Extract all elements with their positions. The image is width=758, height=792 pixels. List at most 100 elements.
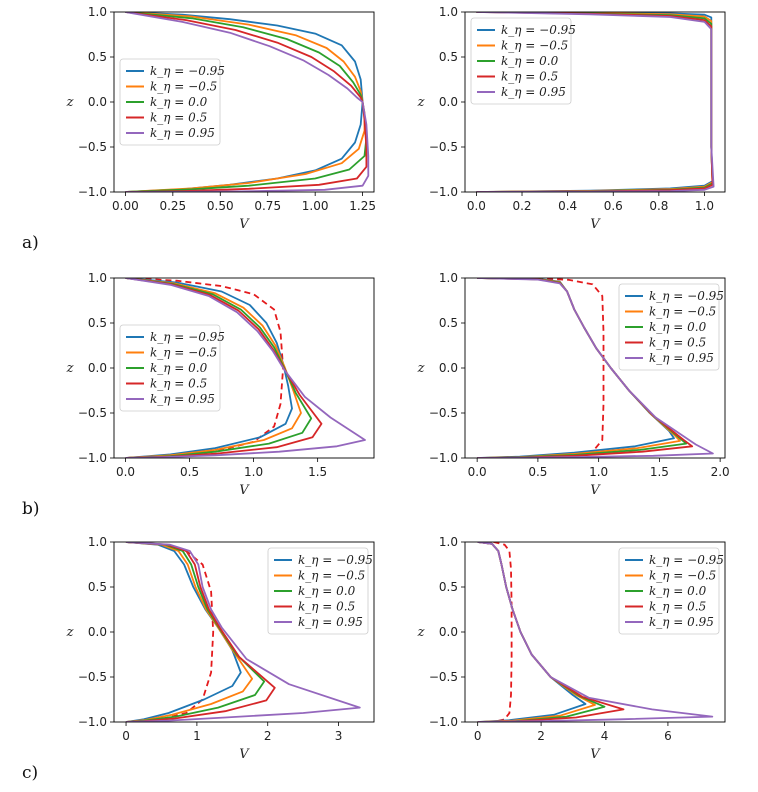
x-tick-label: 0 bbox=[122, 729, 130, 743]
legend-entry: k_η = 0.0 bbox=[150, 361, 208, 375]
x-tick-label: 0.5 bbox=[180, 465, 199, 479]
y-tick-label: 1.0 bbox=[88, 535, 107, 549]
legend-entry: k_η = −0.5 bbox=[501, 39, 568, 53]
reference-dashed-curve bbox=[493, 542, 513, 722]
y-axis-label: z bbox=[417, 95, 425, 110]
plot-area bbox=[125, 542, 361, 722]
y-axis-label: z bbox=[66, 625, 74, 640]
x-tick-label: 0 bbox=[474, 729, 482, 743]
legend-box bbox=[267, 547, 369, 635]
x-tick-label: 1.0 bbox=[695, 199, 714, 213]
legend-entry: k_η = 0.5 bbox=[501, 70, 558, 84]
legend-entry: k_η = −0.5 bbox=[649, 569, 716, 583]
reference-dashed-curve bbox=[477, 278, 605, 458]
legend-entry: k_η = −0.95 bbox=[649, 553, 724, 567]
x-tick-label: 1 bbox=[193, 729, 201, 743]
y-tick-label: −0.5 bbox=[429, 670, 458, 684]
legend: k_η = −0.95 k_η = −0.5k_η = 0.0 k_η = 0.5k… bbox=[119, 324, 225, 412]
y-axis-label: z bbox=[66, 95, 74, 110]
panels-group: 0.00 0.25 0.50 0.75 1.00 1.25−1.0−0.50.00.51.… bbox=[66, 5, 730, 762]
y-tick-label: −0.5 bbox=[429, 406, 458, 420]
x-tick-label: 0.00 bbox=[112, 199, 139, 213]
y-tick-label: −1.0 bbox=[429, 451, 458, 465]
reference-dashed-curve bbox=[125, 542, 215, 722]
legend-entry: k_η = 0.0 bbox=[649, 320, 707, 334]
x-axis-label: V bbox=[590, 217, 601, 232]
legend-entry: k_η = 0.0 bbox=[649, 584, 707, 598]
chart-panel-a-left: 0.00 0.25 0.50 0.75 1.00 1.25 −1.0 −0.5 0.0 0.5 1.… bbox=[66, 5, 376, 232]
y-tick-label: 0.0 bbox=[439, 625, 458, 639]
legend-entry: k_η = 0.5 bbox=[150, 377, 207, 391]
x-axis-label: V bbox=[239, 483, 250, 498]
series-line-4 bbox=[476, 12, 715, 192]
y-tick-label: 0.5 bbox=[439, 316, 458, 330]
x-tick-label: 1.0 bbox=[589, 465, 608, 479]
legend-entry: k_η = −0.95 bbox=[649, 289, 724, 303]
series-line-2 bbox=[125, 278, 313, 458]
y-tick-label: 0.5 bbox=[88, 580, 107, 594]
legend-box bbox=[119, 58, 221, 146]
legend-entry: k_η = −0.5 bbox=[150, 80, 217, 94]
y-tick-label: 0.0 bbox=[88, 625, 107, 639]
legend-entry: k_η = 0.0 bbox=[501, 54, 559, 68]
x-tick-label: 2 bbox=[264, 729, 272, 743]
series-line-4 bbox=[477, 278, 714, 458]
legend: k_η = −0.95 k_η = −0.5k_η = 0.0 k_η = 0.5k… bbox=[267, 547, 373, 635]
x-axis-label: V bbox=[590, 747, 601, 762]
legend-entry: k_η = 0.95 bbox=[649, 615, 714, 629]
x-tick-label: 2.0 bbox=[711, 465, 730, 479]
legend-entry: k_η = 0.5 bbox=[649, 600, 706, 614]
series-line-0 bbox=[477, 542, 587, 722]
row-label-a: a) bbox=[22, 233, 39, 253]
x-tick-label: 0.0 bbox=[468, 465, 487, 479]
x-tick-label: 0.6 bbox=[604, 199, 623, 213]
series-line-3 bbox=[125, 542, 276, 722]
y-tick-label: −0.5 bbox=[78, 406, 107, 420]
x-tick-label: 4 bbox=[601, 729, 609, 743]
legend-entry: k_η = 0.0 bbox=[298, 584, 356, 598]
legend-entry: k_η = 0.95 bbox=[298, 615, 363, 629]
plot-area bbox=[476, 12, 715, 192]
y-tick-label: 0.5 bbox=[88, 316, 107, 330]
legend: k_η = −0.95 k_η = −0.5k_η = 0.0 k_η = 0.5k… bbox=[119, 58, 225, 146]
y-axis-label: z bbox=[417, 625, 425, 640]
x-tick-label: 1.25 bbox=[349, 199, 376, 213]
legend-entry: k_η = −0.95 bbox=[150, 330, 225, 344]
x-tick-label: 1.5 bbox=[650, 465, 669, 479]
legend-entry: k_η = −0.5 bbox=[298, 569, 365, 583]
y-tick-label: −0.5 bbox=[429, 140, 458, 154]
x-tick-label: 0.75 bbox=[254, 199, 281, 213]
legend-entry: k_η = 0.5 bbox=[150, 111, 207, 125]
y-tick-label: −1.0 bbox=[429, 185, 458, 199]
legend-entry: k_η = −0.5 bbox=[150, 346, 217, 360]
y-tick-label: 0.5 bbox=[439, 50, 458, 64]
legend-entry: k_η = 0.0 bbox=[150, 95, 208, 109]
legend-entry: k_η = −0.5 bbox=[649, 305, 716, 319]
x-tick-label: 1.5 bbox=[308, 465, 327, 479]
legend-entry: k_η = 0.95 bbox=[501, 85, 566, 99]
series-line-4 bbox=[477, 542, 714, 722]
x-tick-label: 0.8 bbox=[649, 199, 668, 213]
series-line-3 bbox=[125, 278, 323, 458]
plot-area bbox=[477, 278, 714, 458]
y-axis-label: z bbox=[66, 361, 74, 376]
legend-entry: k_η = 0.5 bbox=[298, 600, 355, 614]
x-tick-label: 3 bbox=[335, 729, 343, 743]
series-line-4 bbox=[125, 278, 366, 458]
y-tick-label: 0.0 bbox=[439, 361, 458, 375]
y-tick-label: 0.5 bbox=[439, 580, 458, 594]
y-tick-label: 0.5 bbox=[88, 50, 107, 64]
legend-entry: k_η = 0.95 bbox=[150, 126, 215, 140]
y-tick-label: 0.0 bbox=[439, 95, 458, 109]
x-axis-label: V bbox=[590, 483, 601, 498]
series-line-4 bbox=[125, 542, 361, 722]
legend-box bbox=[618, 547, 720, 635]
legend-box bbox=[470, 17, 572, 105]
legend-entry: k_η = −0.95 bbox=[150, 64, 225, 78]
x-tick-label: 1.00 bbox=[302, 199, 329, 213]
series-line-3 bbox=[477, 542, 625, 722]
legend: k_η = −0.95 k_η = −0.5k_η = 0.0 k_η = 0.5k… bbox=[618, 547, 724, 635]
y-tick-label: −1.0 bbox=[429, 715, 458, 729]
